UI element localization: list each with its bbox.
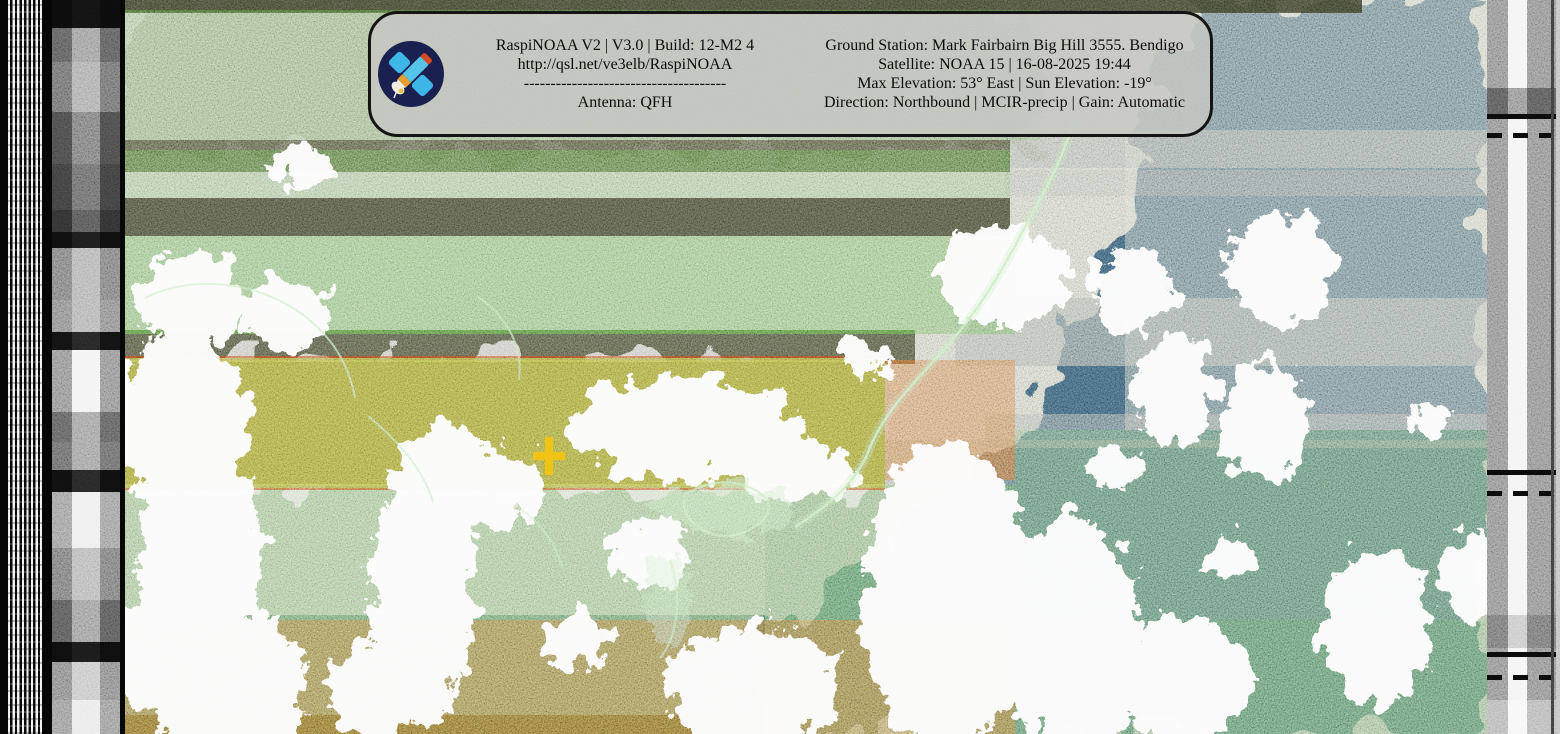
telemetry-right-edge-light [1556, 0, 1560, 734]
ground-station-marker-cross-icon [533, 437, 565, 475]
direction-line: Direction: Northbound | MCIR-precip | Ga… [823, 94, 1185, 111]
raspinoaa-logo-icon [377, 40, 445, 108]
telemetry-bright-band [1487, 700, 1560, 734]
antenna-line: Antenna: QFH [577, 94, 673, 111]
telemetry-bar-left [0, 0, 125, 734]
overlay-left-column: RaspiNOAA V2 | V3.0 | Build: 12-M2 4 htt… [451, 36, 799, 112]
capture-info-overlay: RaspiNOAA V2 | V3.0 | Build: 12-M2 4 htt… [368, 11, 1213, 137]
sync-stripes-noise [8, 0, 42, 734]
sync-gap [42, 0, 52, 734]
telemetry-tick [1487, 133, 1560, 138]
satellite-line: Satellite: NOAA 15 | 16-08-2025 19:44 [878, 56, 1131, 73]
elevation-line: Max Elevation: 53° East | Sun Elevation:… [857, 75, 1152, 92]
version-line: RaspiNOAA V2 | V3.0 | Build: 12-M2 4 [495, 37, 755, 54]
station-line: Ground Station: Mark Fairbairn Big Hill … [825, 37, 1184, 54]
telemetry-dark-band [1487, 88, 1560, 116]
url-line: http://qsl.net/ve3elb/RaspiNOAA [517, 56, 733, 73]
telemetry-tick [1487, 675, 1560, 680]
telemetry-wedge-highlight [72, 0, 100, 734]
telemetry-bar-right [1487, 0, 1560, 734]
telemetry-dark-band-2 [1487, 615, 1560, 648]
divider-line: -------------------------------------- [523, 75, 727, 92]
telemetry-tick [1487, 491, 1560, 496]
telemetry-tick [1487, 470, 1560, 475]
telemetry-tick [1487, 652, 1560, 657]
overlay-right-column: Ground Station: Mark Fairbairn Big Hill … [799, 36, 1210, 112]
telemetry-tick [1487, 114, 1560, 119]
telemetry-right-edge-dark [1551, 0, 1554, 734]
telemetry-left-edge [120, 0, 125, 734]
